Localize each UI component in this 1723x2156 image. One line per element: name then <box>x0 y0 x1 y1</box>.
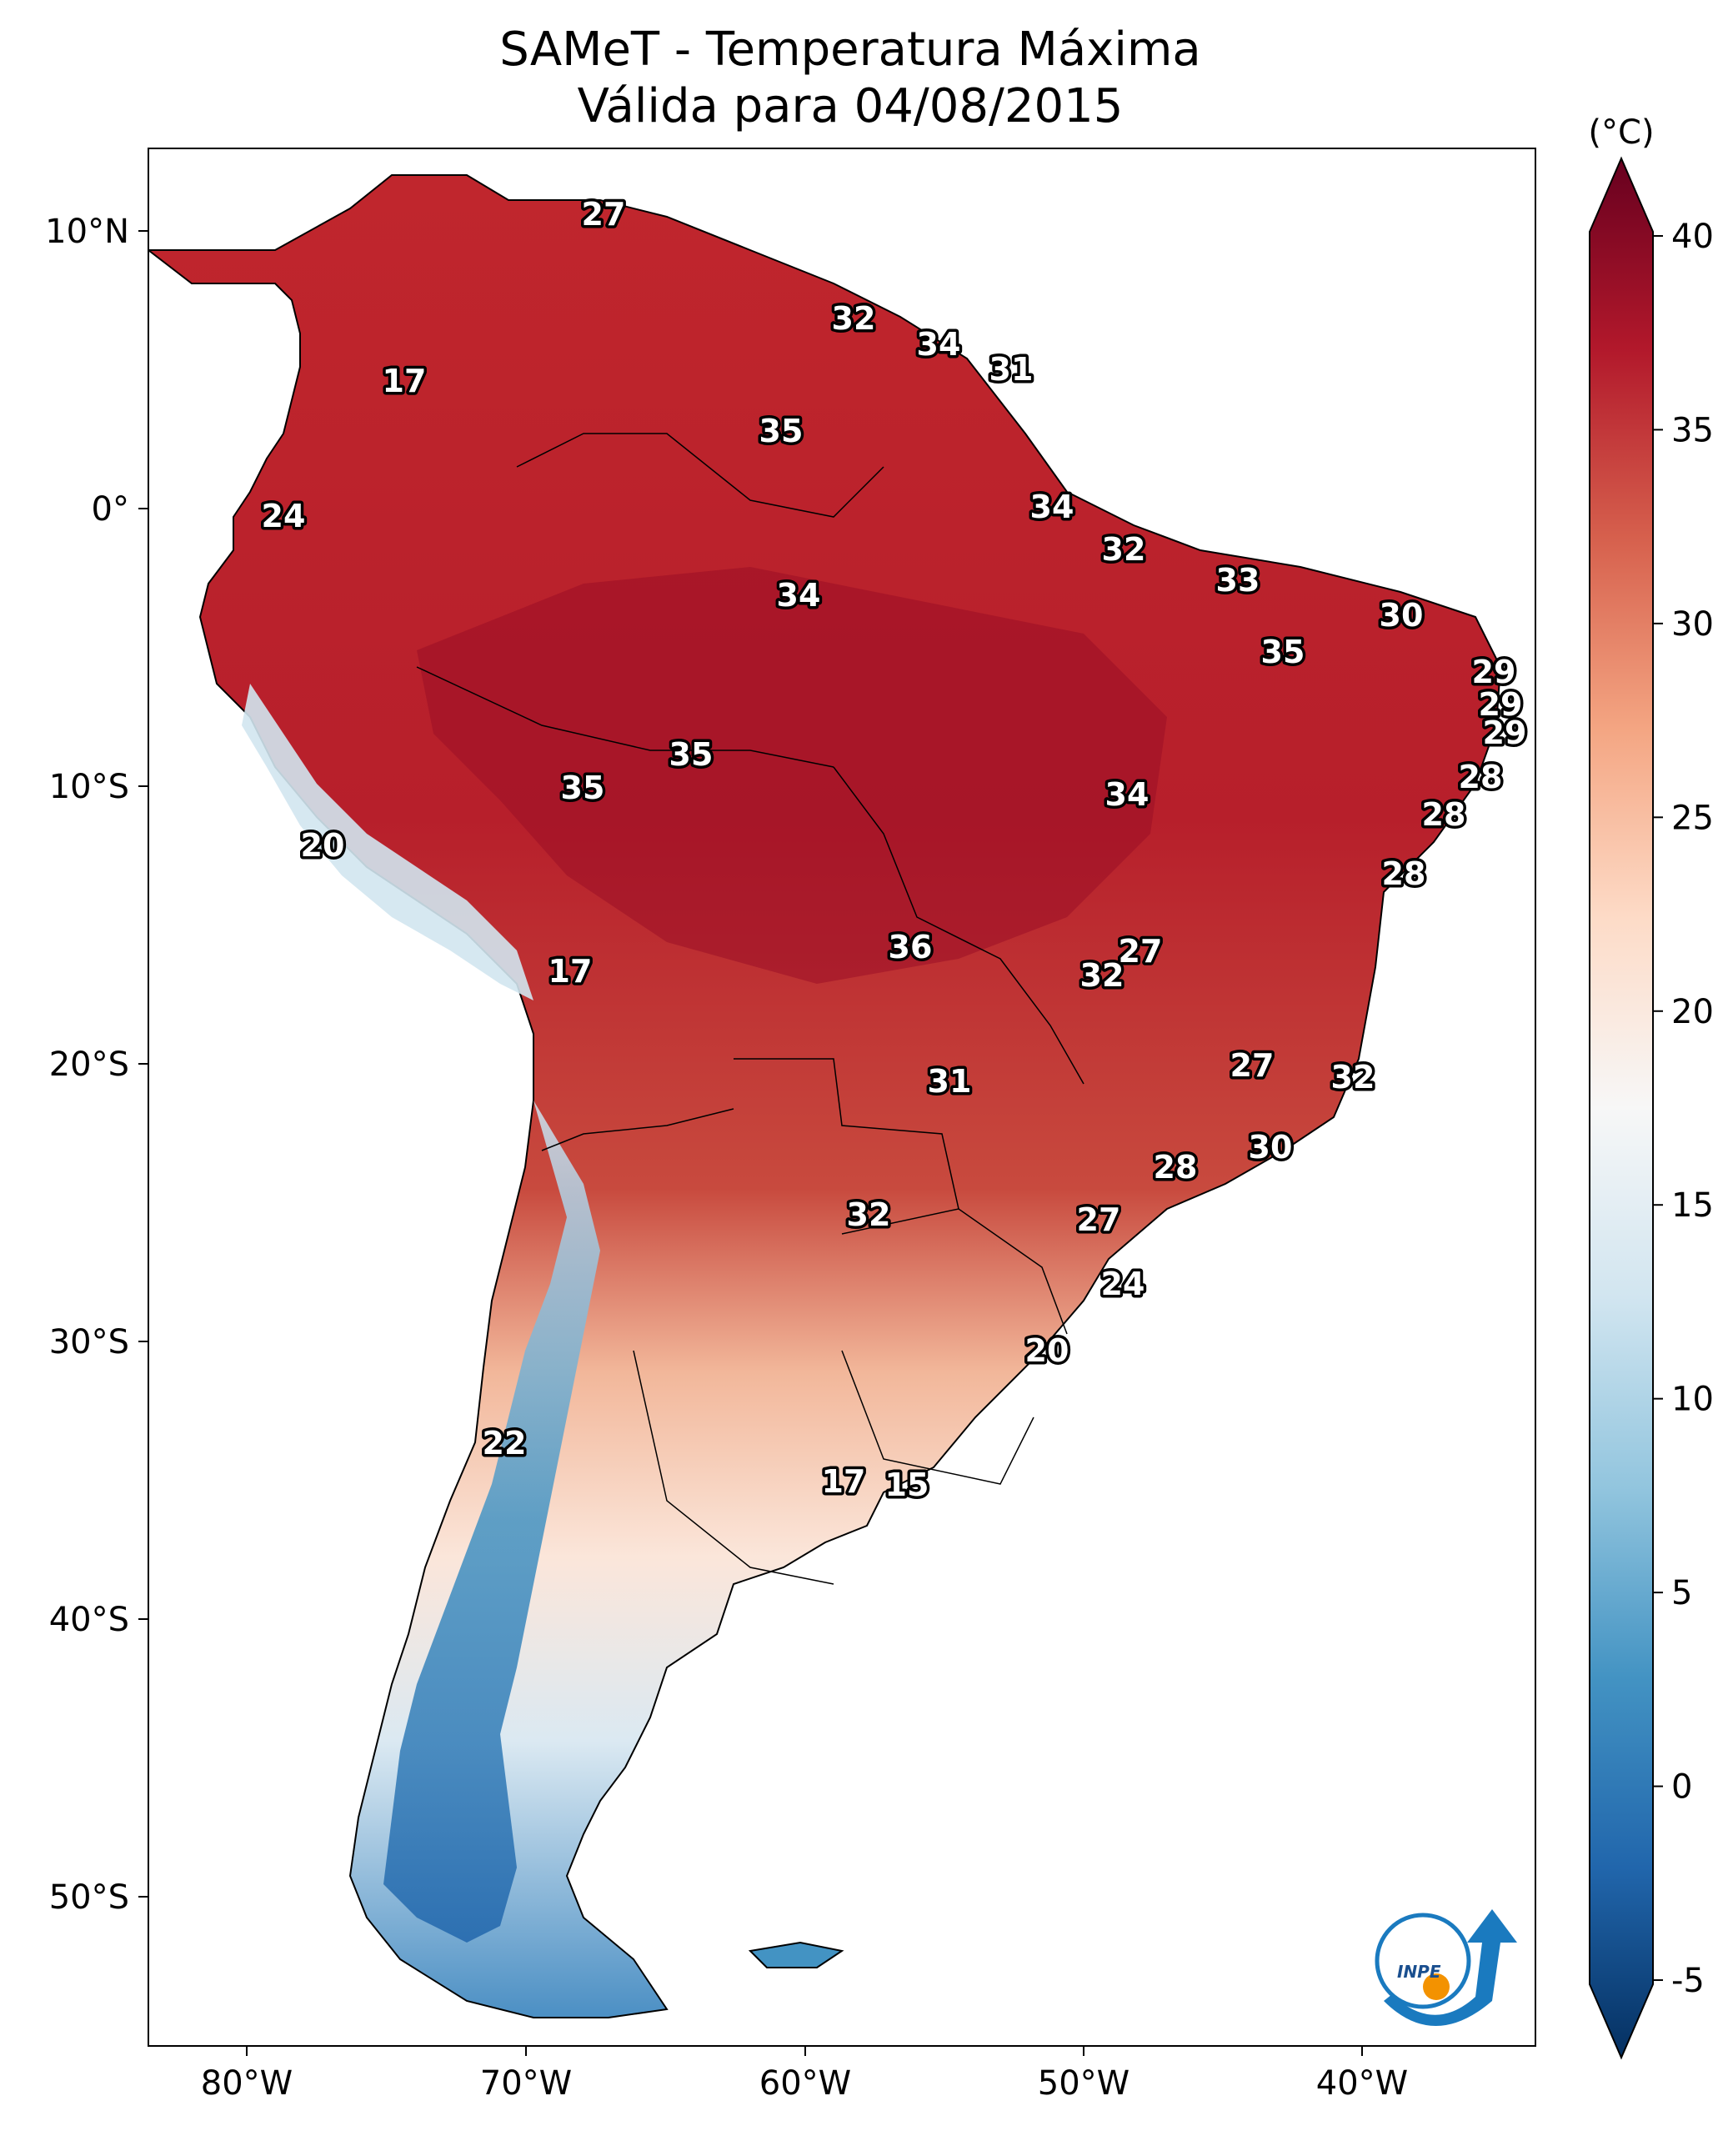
contour-label: 30 <box>1249 1129 1293 1166</box>
contour-label: 20 <box>1025 1332 1069 1369</box>
lat-tick-20s: 20°S <box>49 1045 129 1084</box>
contour-label: 28 <box>1382 855 1426 892</box>
lon-tick-50w: 50°W <box>1038 2064 1129 2103</box>
colorbar-tick-label: 5 <box>1671 1574 1692 1612</box>
contour-label: 27 <box>1119 933 1163 970</box>
contour-label: 32 <box>1331 1059 1375 1096</box>
andes-cold-band <box>383 1101 600 1943</box>
map-frame <box>148 148 1536 2047</box>
lat-tick-40s: 40°S <box>49 1601 129 1639</box>
lon-tick-40w: 40°W <box>1316 2064 1408 2103</box>
contour-label: 32 <box>847 1196 891 1233</box>
contour-label: 29 <box>1479 686 1523 723</box>
map-subtitle: Válida para 04/08/2015 <box>577 79 1124 133</box>
contour-label: 35 <box>561 770 605 806</box>
contour-label: 28 <box>1422 796 1466 833</box>
colorbar-unit: (°C) <box>1588 113 1654 152</box>
lat-tick-30s: 30°S <box>49 1323 129 1361</box>
falklands-islands <box>748 1941 844 1968</box>
logo-arrow <box>1384 1909 1517 2026</box>
contour-label: 27 <box>1230 1047 1275 1084</box>
contour-label: 34 <box>1105 776 1150 813</box>
colorbar-tick-label: 25 <box>1671 799 1714 837</box>
contour-label: 28 <box>1459 759 1503 795</box>
logo-dot <box>1423 1973 1450 2000</box>
contour-label: 35 <box>759 413 804 449</box>
logo-ring <box>1375 1913 1471 2009</box>
lat-tick-0: 0° <box>92 490 129 529</box>
contour-label: 32 <box>1080 957 1124 994</box>
contour-label: 31 <box>928 1063 972 1100</box>
colorbar-tick-label: 20 <box>1671 993 1714 1031</box>
axis-ticks <box>138 230 1363 2056</box>
contour-label: 34 <box>917 326 961 363</box>
colorbar-tick-label: 15 <box>1671 1186 1714 1225</box>
contour-label: 30 <box>1380 597 1424 634</box>
contour-label: 24 <box>1101 1266 1145 1302</box>
contour-label: 17 <box>822 1463 866 1500</box>
country-borders <box>416 433 1084 1585</box>
contour-label: 35 <box>669 736 714 773</box>
contour-label: 24 <box>262 498 306 534</box>
lat-tick-50s: 50°S <box>49 1878 129 1917</box>
contour-label: 31 <box>989 351 1034 388</box>
contour-label: 35 <box>1261 634 1305 670</box>
contour-label: 20 <box>301 827 345 864</box>
contour-label: 22 <box>483 1425 527 1462</box>
contour-label: 34 <box>1030 489 1074 525</box>
contour-label: 33 <box>1216 562 1260 599</box>
contour-label: 15 <box>885 1467 929 1503</box>
inpe-logo: INPE <box>1375 1909 1517 2026</box>
colorbar-tick-label: 10 <box>1671 1381 1714 1419</box>
logo-text: INPE <box>1397 1962 1441 1982</box>
contour-label: 28 <box>1154 1149 1198 1186</box>
lon-tick-70w: 70°W <box>480 2064 572 2103</box>
contour-label: 36 <box>889 929 933 965</box>
peru-coast-cool-band <box>242 684 533 1000</box>
colorbar: (°C) 40 35 30 25 20 15 10 5 0 -5 <box>1588 113 1714 2060</box>
lon-tick-60w: 60°W <box>759 2064 851 2103</box>
contour-label: 17 <box>383 363 427 399</box>
colorbar-tick-label: -5 <box>1671 1962 1705 2000</box>
contour-labels: 27 32 34 31 17 35 24 34 32 33 34 30 35 2… <box>258 193 1530 1507</box>
contour-label: 29 <box>1472 654 1516 690</box>
contour-label: 29 <box>1483 714 1527 751</box>
colorbar-ticks: 40 35 30 25 20 15 10 5 0 -5 <box>1653 218 1714 2000</box>
colorbar-tick-label: 30 <box>1671 605 1714 644</box>
contour-label: 27 <box>1077 1201 1121 1238</box>
map-title: SAMeT - Temperatura Máxima <box>499 23 1201 77</box>
lat-tick-10s: 10°S <box>49 768 129 806</box>
amazon-hot-core <box>417 567 1167 984</box>
contour-label: 32 <box>1102 531 1146 568</box>
colorbar-tick-label: 35 <box>1671 411 1714 449</box>
colorbar-tick-label: 0 <box>1671 1768 1692 1807</box>
lat-tick-10n: 10°N <box>45 213 129 251</box>
temperature-field <box>148 174 1502 2018</box>
contour-label: 17 <box>548 953 593 990</box>
contour-label: 27 <box>582 196 626 233</box>
contour-label: 32 <box>832 300 876 337</box>
contour-label: 34 <box>777 577 821 614</box>
colorbar-tick-label: 40 <box>1671 218 1714 256</box>
lon-tick-80w: 80°W <box>201 2064 293 2103</box>
south-america-land <box>148 174 1502 2018</box>
colorbar-body <box>1589 156 1654 2060</box>
